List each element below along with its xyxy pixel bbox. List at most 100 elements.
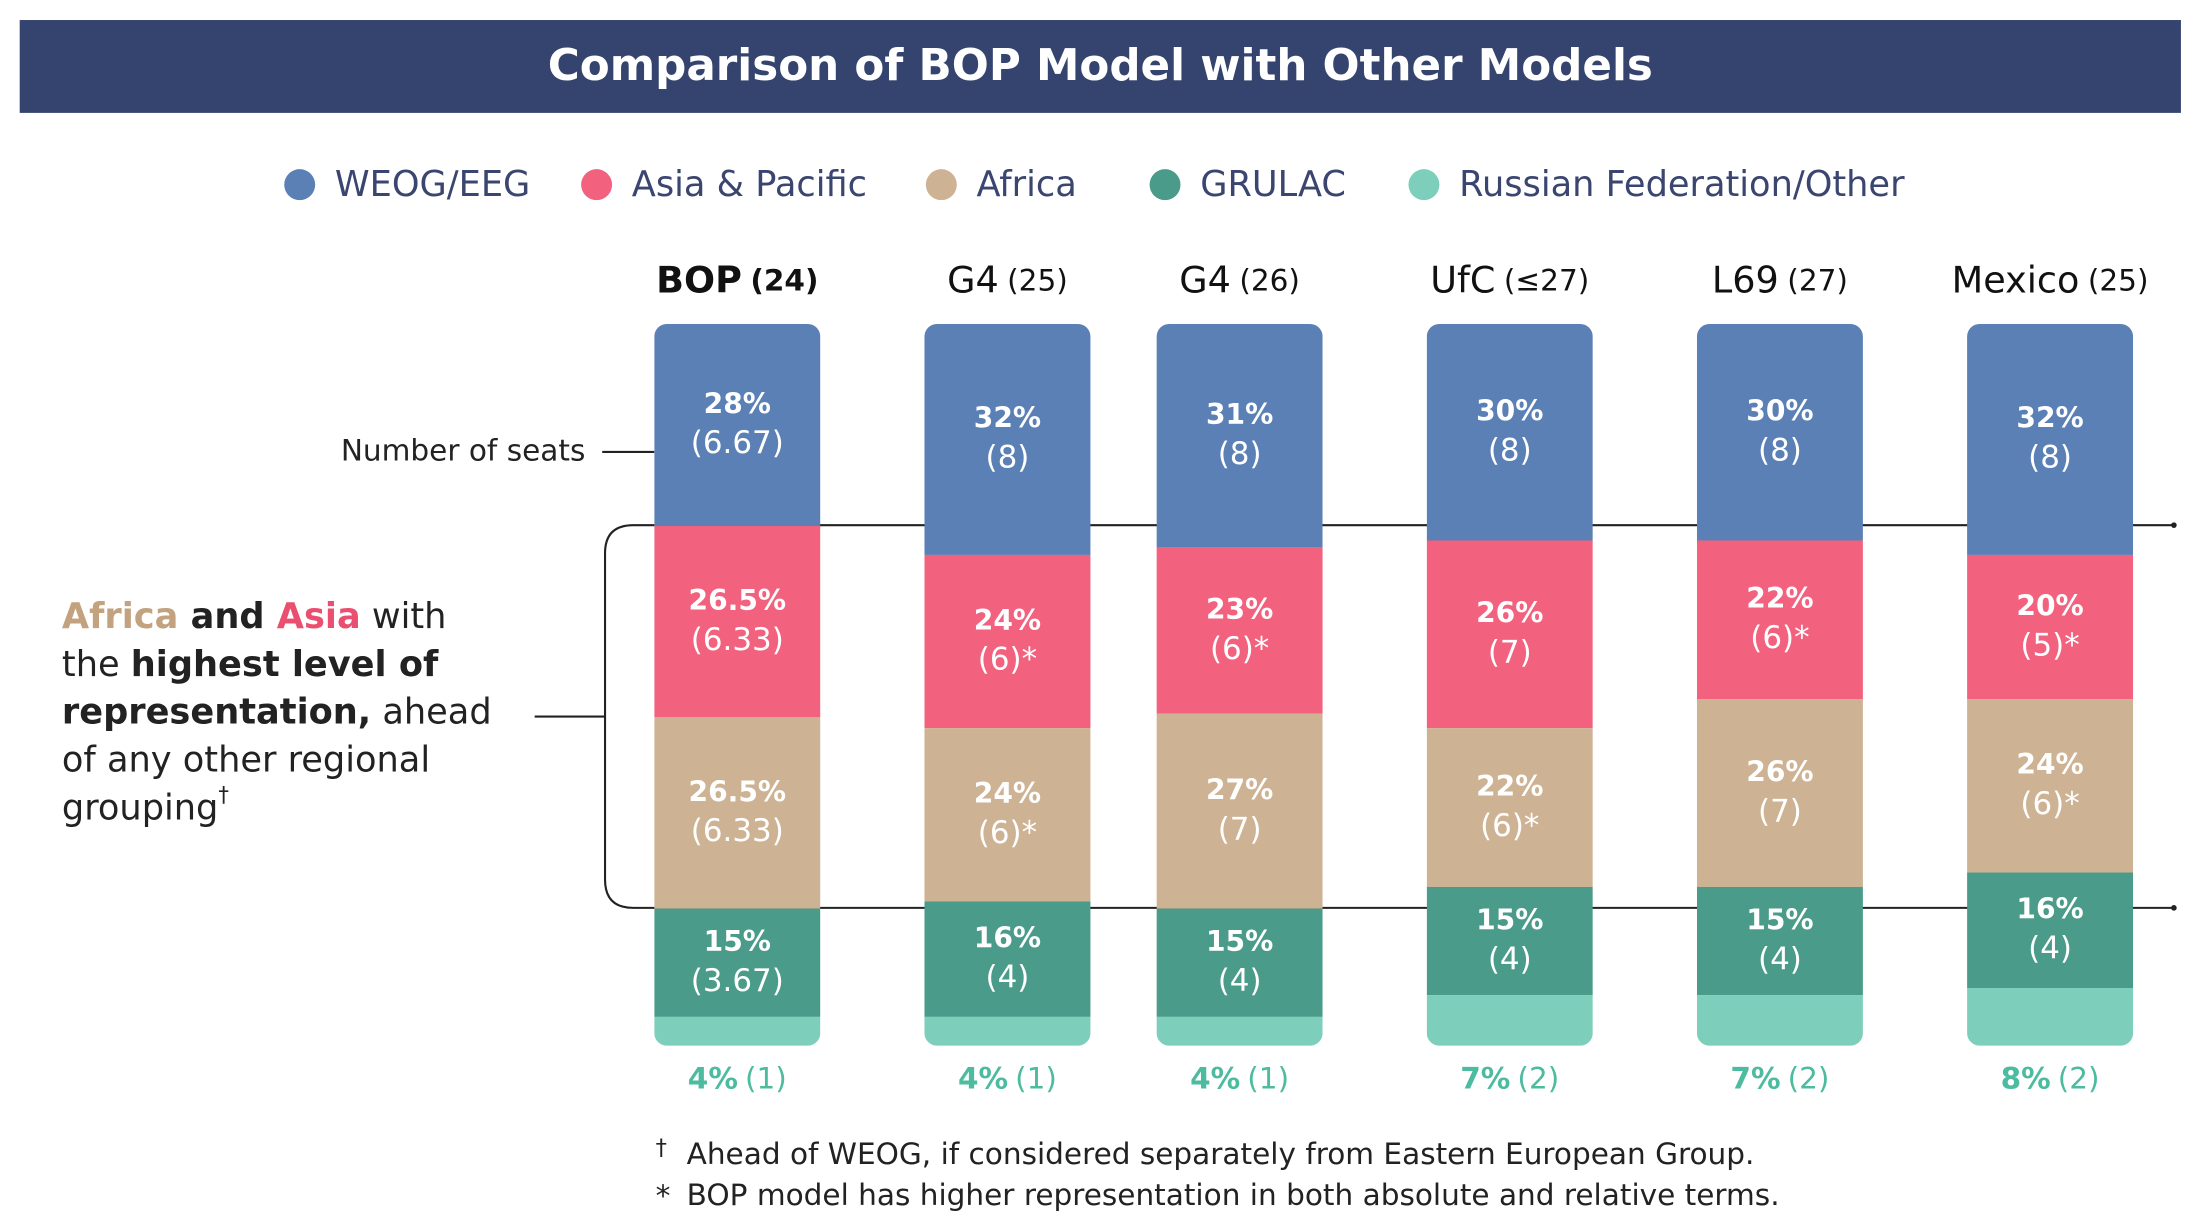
legend-label: Russian Federation/Other: [1459, 164, 1905, 205]
bottom-label: 7% (2): [1730, 1061, 1829, 1095]
seat-label: (1): [1247, 1061, 1289, 1095]
category-header: G4 (25): [947, 258, 1068, 301]
category-header: Mexico (25): [1952, 258, 2149, 301]
bar-segment: [1696, 995, 1863, 1046]
value-label: 26.5%: [689, 775, 787, 808]
bar-segment: [1967, 554, 2134, 700]
annotation-text: the: [62, 644, 131, 685]
bottom-label: 8% (2): [2001, 1061, 2100, 1095]
seat-label: (3.67): [691, 963, 784, 999]
legend-swatch: [284, 169, 316, 201]
bar-segment: [1426, 886, 1593, 996]
bar-segment: [1967, 699, 2134, 873]
annotation-text: ahead: [371, 692, 492, 733]
annotation-text: highest level of: [131, 644, 439, 685]
bar-segment: [1696, 886, 1863, 996]
category-name: L69: [1712, 258, 1779, 301]
value-label: 27%: [1206, 773, 1273, 806]
value-label: 20%: [2016, 589, 2083, 622]
value-label: 32%: [2016, 402, 2083, 435]
value-label: 16%: [974, 921, 1041, 954]
category-name: UfC: [1430, 258, 1495, 301]
category-header: UfC (≤27): [1430, 258, 1589, 301]
annotation-text: of any other regional: [62, 740, 430, 781]
bar-segment: [924, 728, 1091, 902]
seat-label: (1): [745, 1061, 787, 1095]
category-header: L69 (27): [1712, 258, 1848, 301]
legend-swatch: [925, 169, 957, 201]
annotation-line: grouping†: [62, 781, 229, 828]
seat-label: (7): [1758, 793, 1802, 829]
value-label: 31%: [1206, 398, 1273, 431]
seat-label: (4): [1758, 941, 1802, 977]
seat-label: (5)*: [2020, 627, 2079, 663]
bar-segment: [1156, 1016, 1323, 1046]
annotation-text: Asia: [277, 596, 361, 637]
bar-segment: [654, 1016, 821, 1046]
chart-title: Comparison of BOP Model with Other Model…: [548, 41, 1653, 91]
seat-label: (7): [1218, 811, 1262, 847]
legend-label: WEOG/EEG: [335, 164, 530, 205]
seat-label: (2): [1788, 1061, 1830, 1095]
seat-label: (6.67): [691, 425, 784, 461]
seat-label: (8): [1488, 432, 1532, 468]
annotation: Africa and Asia with the highest level o…: [62, 596, 492, 828]
footnote-text: Ahead of WEOG, if considered separately …: [687, 1137, 1755, 1171]
bar-segment: [1426, 540, 1593, 729]
value-label: 26%: [1476, 597, 1543, 630]
category-count: (25): [1007, 263, 1068, 297]
bar-stack: [924, 323, 1091, 1046]
bracket: [534, 450, 2174, 909]
seat-label: (8): [1218, 436, 1262, 472]
category-count: (25): [2088, 263, 2149, 297]
guide-dot: [2171, 905, 2177, 911]
annotation-text: and: [178, 596, 276, 637]
legend-swatch: [1408, 169, 1440, 201]
bar-segment: [1967, 323, 2134, 555]
annotation-text: Africa: [62, 596, 178, 637]
value-label: 22%: [1746, 582, 1813, 615]
bar-segment: [1967, 872, 2134, 989]
category-header: G4 (26): [1179, 258, 1300, 301]
legend-swatch: [581, 169, 613, 201]
seat-label: (6)*: [978, 815, 1037, 851]
value-label: 15%: [1476, 903, 1543, 936]
value-label: 4%: [1190, 1061, 1240, 1095]
value-label: 16%: [2016, 893, 2083, 926]
footnote-text: BOP model has higher representation in b…: [687, 1178, 1780, 1212]
value-label: 24%: [974, 604, 1041, 637]
legend-label: GRULAC: [1200, 164, 1346, 205]
category-count: (24): [750, 263, 818, 297]
seat-label: (8): [2028, 440, 2072, 476]
legend: WEOG/EEG Asia & Pacific Africa GRULAC Russia…: [284, 164, 1905, 205]
bar-segment: [654, 908, 821, 1017]
bar-stack: [1426, 323, 1593, 1046]
category-count: (≤27): [1504, 263, 1589, 297]
bar-stack: [1967, 323, 2134, 1046]
bar-segment: [654, 526, 821, 718]
title-bar: [19, 20, 2181, 113]
bar-segment: [1696, 540, 1863, 700]
category-name: G4: [947, 258, 999, 301]
category-count: (26): [1239, 263, 1300, 297]
seat-label: (2): [1517, 1061, 1559, 1095]
annotation-text: with: [361, 596, 447, 637]
seat-label: (6.33): [691, 813, 784, 849]
bar-segment: [1426, 995, 1593, 1046]
bar-segment: [1426, 728, 1593, 887]
annotation-text: representation,: [62, 692, 371, 733]
category-header: BOP (24): [656, 258, 818, 301]
annotation-line: representation, ahead: [62, 692, 492, 733]
value-label: 23%: [1206, 593, 1273, 626]
seat-label: (6)*: [1480, 808, 1539, 844]
legend-label: Africa: [976, 164, 1076, 205]
category-count: (27): [1787, 263, 1848, 297]
bar-segment: [924, 554, 1091, 729]
value-label: 24%: [2016, 748, 2083, 781]
bottom-label: 4% (1): [1190, 1061, 1289, 1095]
footnotes: † Ahead of WEOG, if considered separatel…: [656, 1135, 1780, 1213]
bar-segment: [1156, 323, 1323, 548]
bar-segment: [924, 323, 1091, 555]
seat-label: (4): [2028, 930, 2072, 966]
